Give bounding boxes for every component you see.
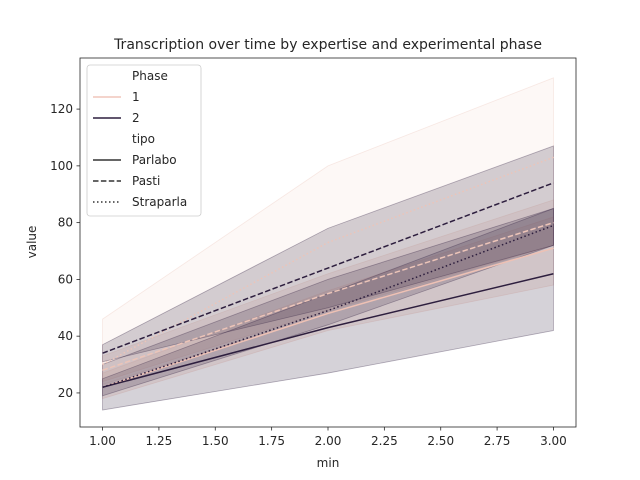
x-tick-label: 2.25 [371, 434, 398, 448]
legend-entry-phase-2: 2 [132, 111, 140, 125]
ci-band-phase-1-straparla [102, 77, 554, 385]
ci-band-phase-1-parlabo [102, 216, 554, 400]
series-line-phase-1-pasti [102, 221, 554, 371]
y-tick-label: 120 [50, 102, 73, 116]
series-line-phase-1-straparla [102, 156, 554, 366]
y-tick-label: 60 [58, 272, 73, 286]
legend-entry-parlabo: Parlabo [132, 153, 177, 167]
ci-band-phase-1-pasti [102, 199, 554, 383]
y-tick-label: 100 [50, 159, 73, 173]
series-line-phase-2-parlabo [102, 272, 554, 388]
x-tick-label: 2.75 [484, 434, 511, 448]
x-tick-label: 1.25 [146, 434, 173, 448]
legend: Phase 1 2 tipo Parlabo Pasti Straparla [86, 64, 202, 217]
series-line-phase-1-parlabo [102, 247, 554, 388]
x-tick-label: 1.75 [258, 434, 285, 448]
x-tick-label: 1.50 [202, 434, 229, 448]
legend-frame [86, 64, 202, 217]
series-line-phase-2-pasti [102, 182, 554, 354]
chart-title: Transcription over time by expertise and… [113, 37, 542, 53]
y-axis-label: value [25, 226, 39, 259]
y-axis: 20 40 60 80 100 120 [50, 102, 80, 400]
legend-hue-title: Phase [132, 69, 168, 83]
x-tick-label: 2.50 [427, 434, 454, 448]
x-tick-label: 1.00 [89, 434, 116, 448]
x-tick-label: 3.00 [540, 434, 567, 448]
y-tick-label: 40 [58, 329, 73, 343]
x-tick-label: 2.00 [315, 434, 342, 448]
legend-style-title: tipo [132, 132, 155, 146]
x-axis-label: min [317, 456, 340, 470]
legend-entry-pasti: Pasti [132, 174, 160, 188]
x-axis: 1.00 1.25 1.50 1.75 2.00 2.25 2.50 2.75 3.00 [89, 427, 567, 448]
series-lines [102, 156, 554, 388]
legend-entry-straparla: Straparla [132, 195, 187, 209]
y-tick-label: 80 [58, 216, 73, 230]
y-tick-label: 20 [58, 386, 73, 400]
legend-entry-phase-1: 1 [132, 90, 140, 104]
